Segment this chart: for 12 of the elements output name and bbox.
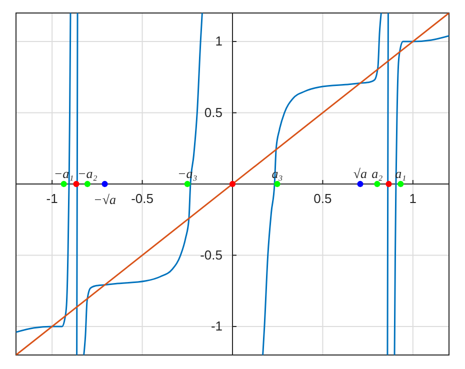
y-tick-label: 1 bbox=[215, 34, 222, 49]
x-tick-label: -0.5 bbox=[131, 191, 154, 206]
data-label: √a bbox=[353, 166, 368, 181]
data-label: −a₂ bbox=[78, 166, 98, 181]
data-label: a₂ bbox=[372, 166, 384, 181]
y-tick-label: 0.5 bbox=[204, 104, 222, 120]
x-tick-label: -1 bbox=[46, 191, 58, 206]
x-tick-label: 1 bbox=[409, 191, 417, 206]
y-tick-label: -0.5 bbox=[200, 247, 222, 262]
y-tick-label: -1 bbox=[210, 318, 222, 334]
x-tick-label: 0.5 bbox=[314, 191, 332, 206]
data-label: −√a bbox=[94, 192, 116, 207]
